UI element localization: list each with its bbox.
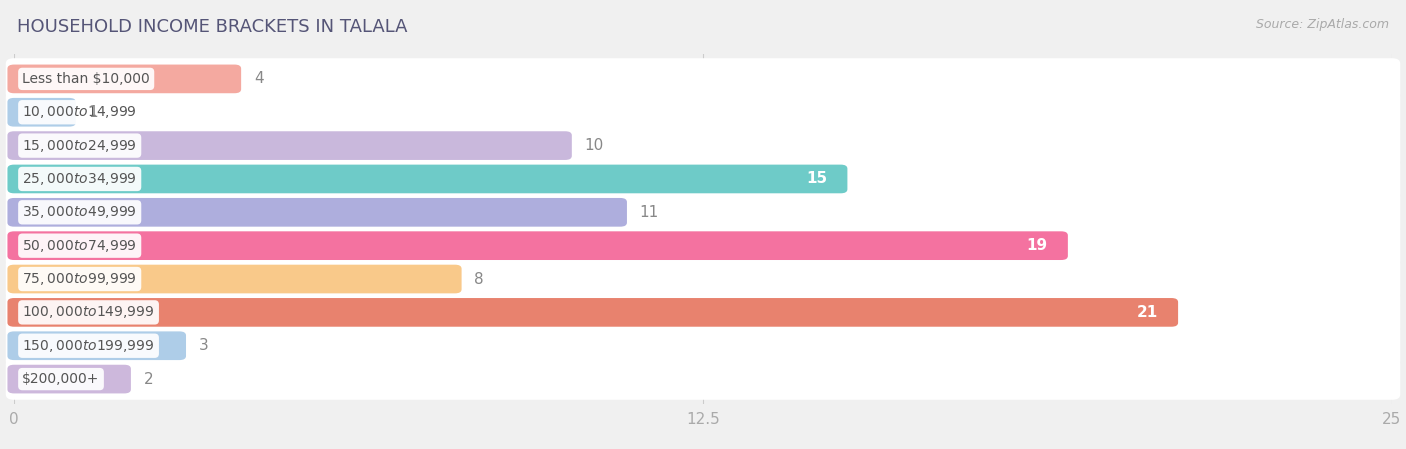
FancyBboxPatch shape [6,225,1400,266]
Text: $15,000 to $24,999: $15,000 to $24,999 [22,137,138,154]
Text: $200,000+: $200,000+ [22,372,100,386]
FancyBboxPatch shape [6,292,1400,333]
FancyBboxPatch shape [6,158,1400,200]
Text: $50,000 to $74,999: $50,000 to $74,999 [22,238,138,254]
Text: $10,000 to $14,999: $10,000 to $14,999 [22,104,138,120]
Text: $35,000 to $49,999: $35,000 to $49,999 [22,204,138,220]
FancyBboxPatch shape [7,65,242,93]
Text: 21: 21 [1136,305,1157,320]
Text: 1: 1 [89,105,98,120]
FancyBboxPatch shape [6,192,1400,233]
FancyBboxPatch shape [6,258,1400,299]
FancyBboxPatch shape [7,365,131,393]
FancyBboxPatch shape [7,331,186,360]
Text: 8: 8 [474,272,484,286]
Text: 19: 19 [1026,238,1047,253]
Text: Source: ZipAtlas.com: Source: ZipAtlas.com [1256,18,1389,31]
Text: Less than $10,000: Less than $10,000 [22,72,150,86]
FancyBboxPatch shape [7,131,572,160]
FancyBboxPatch shape [7,231,1069,260]
Text: $150,000 to $199,999: $150,000 to $199,999 [22,338,155,354]
FancyBboxPatch shape [6,92,1400,133]
FancyBboxPatch shape [7,165,848,194]
Text: 2: 2 [143,372,153,387]
Text: 4: 4 [254,71,263,86]
FancyBboxPatch shape [7,98,76,127]
FancyBboxPatch shape [6,325,1400,366]
Text: 11: 11 [640,205,659,220]
FancyBboxPatch shape [6,125,1400,166]
Text: 3: 3 [198,338,208,353]
Text: $25,000 to $34,999: $25,000 to $34,999 [22,171,138,187]
Text: $100,000 to $149,999: $100,000 to $149,999 [22,304,155,321]
Text: 10: 10 [585,138,603,153]
FancyBboxPatch shape [7,264,461,293]
Text: 15: 15 [806,172,827,186]
FancyBboxPatch shape [7,298,1178,327]
FancyBboxPatch shape [6,58,1400,100]
FancyBboxPatch shape [6,358,1400,400]
Text: HOUSEHOLD INCOME BRACKETS IN TALALA: HOUSEHOLD INCOME BRACKETS IN TALALA [17,18,408,36]
Text: $75,000 to $99,999: $75,000 to $99,999 [22,271,138,287]
FancyBboxPatch shape [7,198,627,227]
